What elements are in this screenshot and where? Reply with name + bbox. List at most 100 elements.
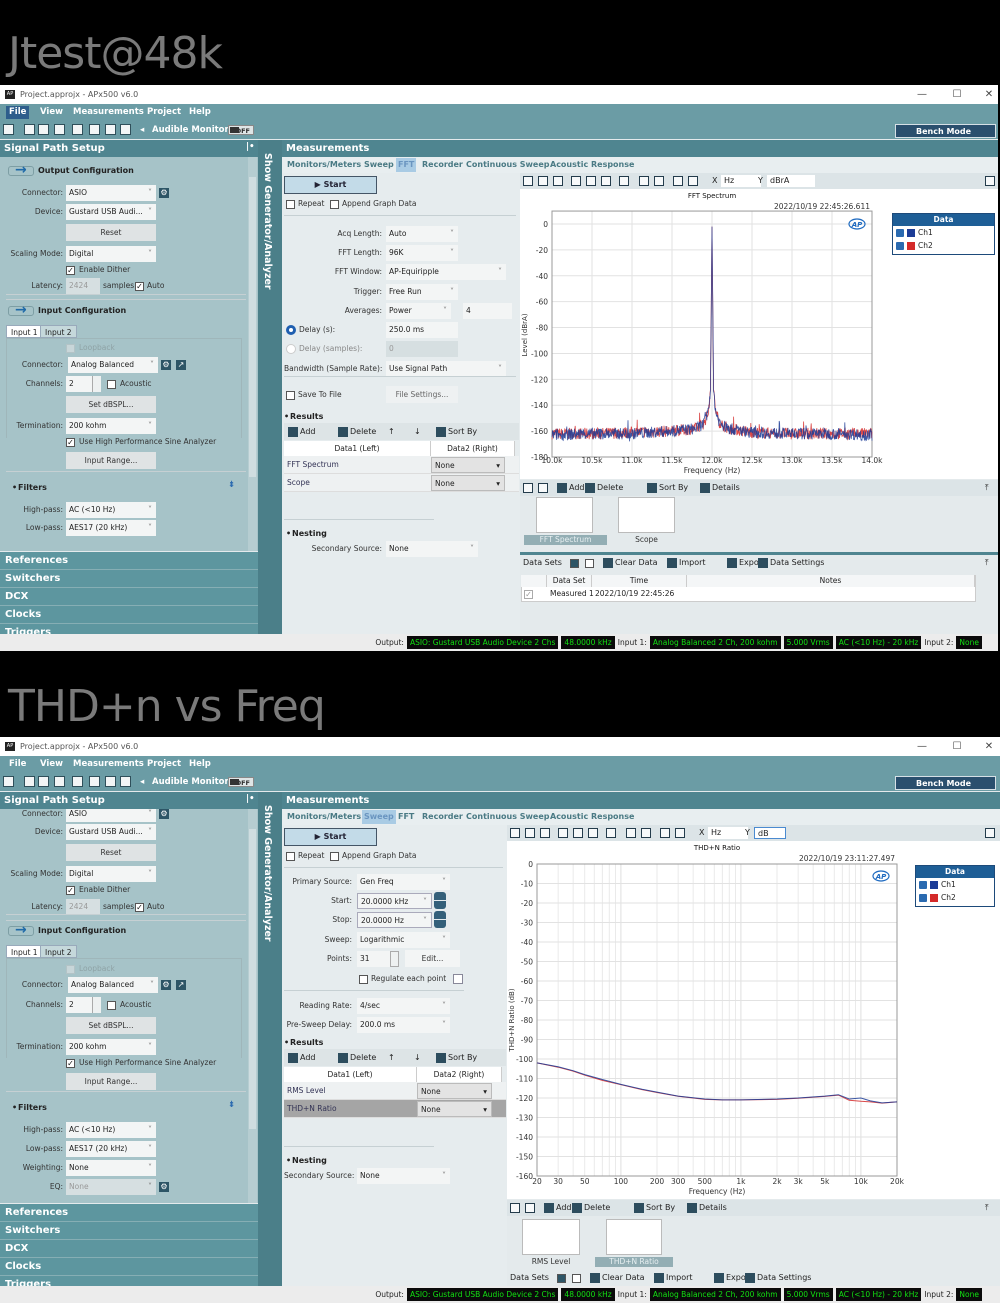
results-delete-button[interactable]: Delete <box>338 1050 376 1066</box>
config-sweep-dropdown[interactable]: Logarithmic <box>357 932 450 948</box>
autoscale-icon[interactable] <box>588 828 598 838</box>
status-input1[interactable]: Analog Balanced 2 Ch, 200 kohm <box>649 1288 781 1301</box>
last-graph-icon[interactable] <box>538 483 548 493</box>
data-clear-button[interactable]: Clear Data <box>590 1270 645 1286</box>
input-tab-2[interactable]: Input 2 <box>40 945 77 958</box>
gear-icon[interactable]: ⚙ <box>161 360 171 370</box>
save-graph-icon[interactable] <box>523 176 533 186</box>
thumbnail-label[interactable]: Scope <box>635 535 658 544</box>
status-filter[interactable]: AC (<10 Hz) - 20 kHz <box>835 636 922 649</box>
field-device-dropdown[interactable]: Gustard USB Audi... <box>66 824 156 840</box>
status-filter[interactable]: AC (<10 Hz) - 20 kHz <box>835 1288 922 1301</box>
field-lowpass-dropdown[interactable]: AES17 (20 kHz) <box>66 520 156 536</box>
input-tab-2[interactable]: Input 2 <box>40 325 77 338</box>
button-setdbspl[interactable]: Set dBSPL... <box>66 1017 156 1034</box>
field-lowpass-dropdown[interactable]: AES17 (20 kHz) <box>66 1141 156 1157</box>
radio-delays[interactable] <box>286 325 296 335</box>
start-button[interactable]: ▶ Start <box>284 828 377 846</box>
tab-continuoussweep[interactable]: Continuous Sweep <box>466 160 550 169</box>
status-output[interactable]: ASIO: Gustard USB Audio Device 2 Chs <box>406 636 559 649</box>
graph-add-button[interactable]: Add <box>544 1200 572 1216</box>
data-set-notes[interactable] <box>687 588 975 600</box>
popout-graph-icon[interactable] <box>985 176 995 186</box>
thumbnail-label[interactable]: FFT Spectrum <box>524 535 607 545</box>
select-all-checkbox[interactable] <box>557 1274 566 1283</box>
checkbox[interactable]: ✓ <box>66 266 75 275</box>
graph-delete-button[interactable]: Delete <box>572 1200 610 1216</box>
regulate-settings-icon[interactable] <box>453 974 463 984</box>
result-data2-dropdown[interactable]: None <box>431 475 505 491</box>
select-none-checkbox[interactable] <box>585 559 594 568</box>
settings-icon[interactable] <box>54 776 65 787</box>
checkbox[interactable]: ✓ <box>66 886 75 895</box>
move-down-button[interactable]: ↓ <box>414 1053 421 1062</box>
copy-graph-icon[interactable] <box>525 828 535 838</box>
acoustic-checkbox[interactable] <box>107 1001 116 1010</box>
button-inputrange[interactable]: Input Range... <box>66 1073 156 1090</box>
thumbnail-fftspectrum[interactable] <box>536 497 593 533</box>
sidebar-section-clocks[interactable]: Clocks <box>0 606 258 624</box>
button-setdbspl[interactable]: Set dBSPL... <box>66 396 156 413</box>
result-data2-dropdown[interactable]: None <box>431 457 505 473</box>
cursor-icon[interactable] <box>619 176 629 186</box>
edit-points-button[interactable]: Edit... <box>405 950 460 967</box>
config-start-field[interactable]: 20.0000 kHz <box>357 893 432 909</box>
data-import-button[interactable]: Import <box>654 1270 693 1286</box>
field-scalingmode-dropdown[interactable]: Digital <box>66 246 156 262</box>
acoustic-checkbox[interactable] <box>107 380 116 389</box>
field-termination-dropdown[interactable]: 200 kohm <box>66 418 156 434</box>
append-graph-data-checkbox[interactable] <box>330 200 339 209</box>
tab-recorder[interactable]: Recorder <box>422 160 463 169</box>
select-all-checkbox[interactable] <box>570 559 579 568</box>
minimize-button[interactable]: — <box>917 89 927 100</box>
secondary-source-dropdown[interactable]: None <box>357 1168 450 1184</box>
menu-help[interactable]: Help <box>189 107 211 117</box>
status-input2[interactable]: None <box>956 636 982 649</box>
splitter[interactable] <box>520 552 998 555</box>
generator-analyzer-strip[interactable] <box>258 792 282 1286</box>
report-icon[interactable] <box>89 124 100 135</box>
menu-project[interactable]: Project <box>147 107 182 117</box>
start-button[interactable]: ▶ Start <box>284 176 377 194</box>
x-unit-dropdown[interactable]: Hz <box>708 827 748 839</box>
open-icon[interactable] <box>24 776 35 787</box>
config-primarysource-dropdown[interactable]: Gen Freq <box>357 874 450 890</box>
first-graph-icon[interactable] <box>510 1203 520 1213</box>
field-connector-dropdown[interactable]: ASIO <box>66 809 156 822</box>
generator-analyzer-strip[interactable] <box>258 140 282 634</box>
sidebar-scroll-thumb[interactable] <box>249 177 256 477</box>
audible-monitor-toggle[interactable]: OFF <box>228 125 254 135</box>
graph-icon[interactable] <box>120 124 131 135</box>
gear-icon[interactable]: ⚙ <box>161 980 171 990</box>
save-icon[interactable] <box>38 124 49 135</box>
tab-sweep[interactable]: Sweep <box>364 160 394 169</box>
repeat-checkbox[interactable] <box>286 852 295 861</box>
graph-details-button[interactable]: Details <box>687 1200 727 1216</box>
results-add-button[interactable]: Add <box>288 424 316 440</box>
button-inputrange[interactable]: Input Range... <box>66 452 156 469</box>
maximize-button[interactable]: ☐ <box>952 89 962 100</box>
sidebar-section-dcx[interactable]: DCX <box>0 588 258 606</box>
audible-monitor-toggle[interactable]: OFF <box>228 777 254 787</box>
formula-icon[interactable] <box>660 828 670 838</box>
sidebar-scroll-thumb[interactable] <box>249 829 256 1129</box>
input-tab-1[interactable]: Input 1 <box>6 325 43 338</box>
data-settings-button[interactable]: Data Settings <box>758 555 824 571</box>
thumbnail-scope[interactable] <box>618 497 675 533</box>
clock-icon[interactable] <box>105 776 116 787</box>
tab-monitorsmeters[interactable]: Monitors/Meters <box>287 812 362 821</box>
config-fftlength-dropdown[interactable]: 96K <box>386 245 458 261</box>
data-export-button[interactable]: Export <box>714 1270 752 1286</box>
bench-mode-dropdown[interactable]: Bench Mode <box>895 776 996 790</box>
sidebar-section-references[interactable]: References <box>0 1204 258 1222</box>
field-device-dropdown[interactable]: Gustard USB Audi... <box>66 204 156 220</box>
signal-icon[interactable]: ↗ <box>176 980 186 990</box>
y-unit-dropdown[interactable]: dBrA <box>767 175 815 187</box>
thumbnail-rmslevel[interactable] <box>522 1219 580 1255</box>
channels-field[interactable]: 2 <box>66 997 92 1013</box>
sequence-icon[interactable] <box>72 776 83 787</box>
input-tab-1[interactable]: Input 1 <box>6 945 43 958</box>
append-graph-data-checkbox[interactable] <box>330 852 339 861</box>
config-fftwindow-dropdown[interactable]: AP-Equiripple <box>386 264 506 280</box>
thumbnail-label[interactable]: THD+N Ratio <box>595 1257 673 1267</box>
